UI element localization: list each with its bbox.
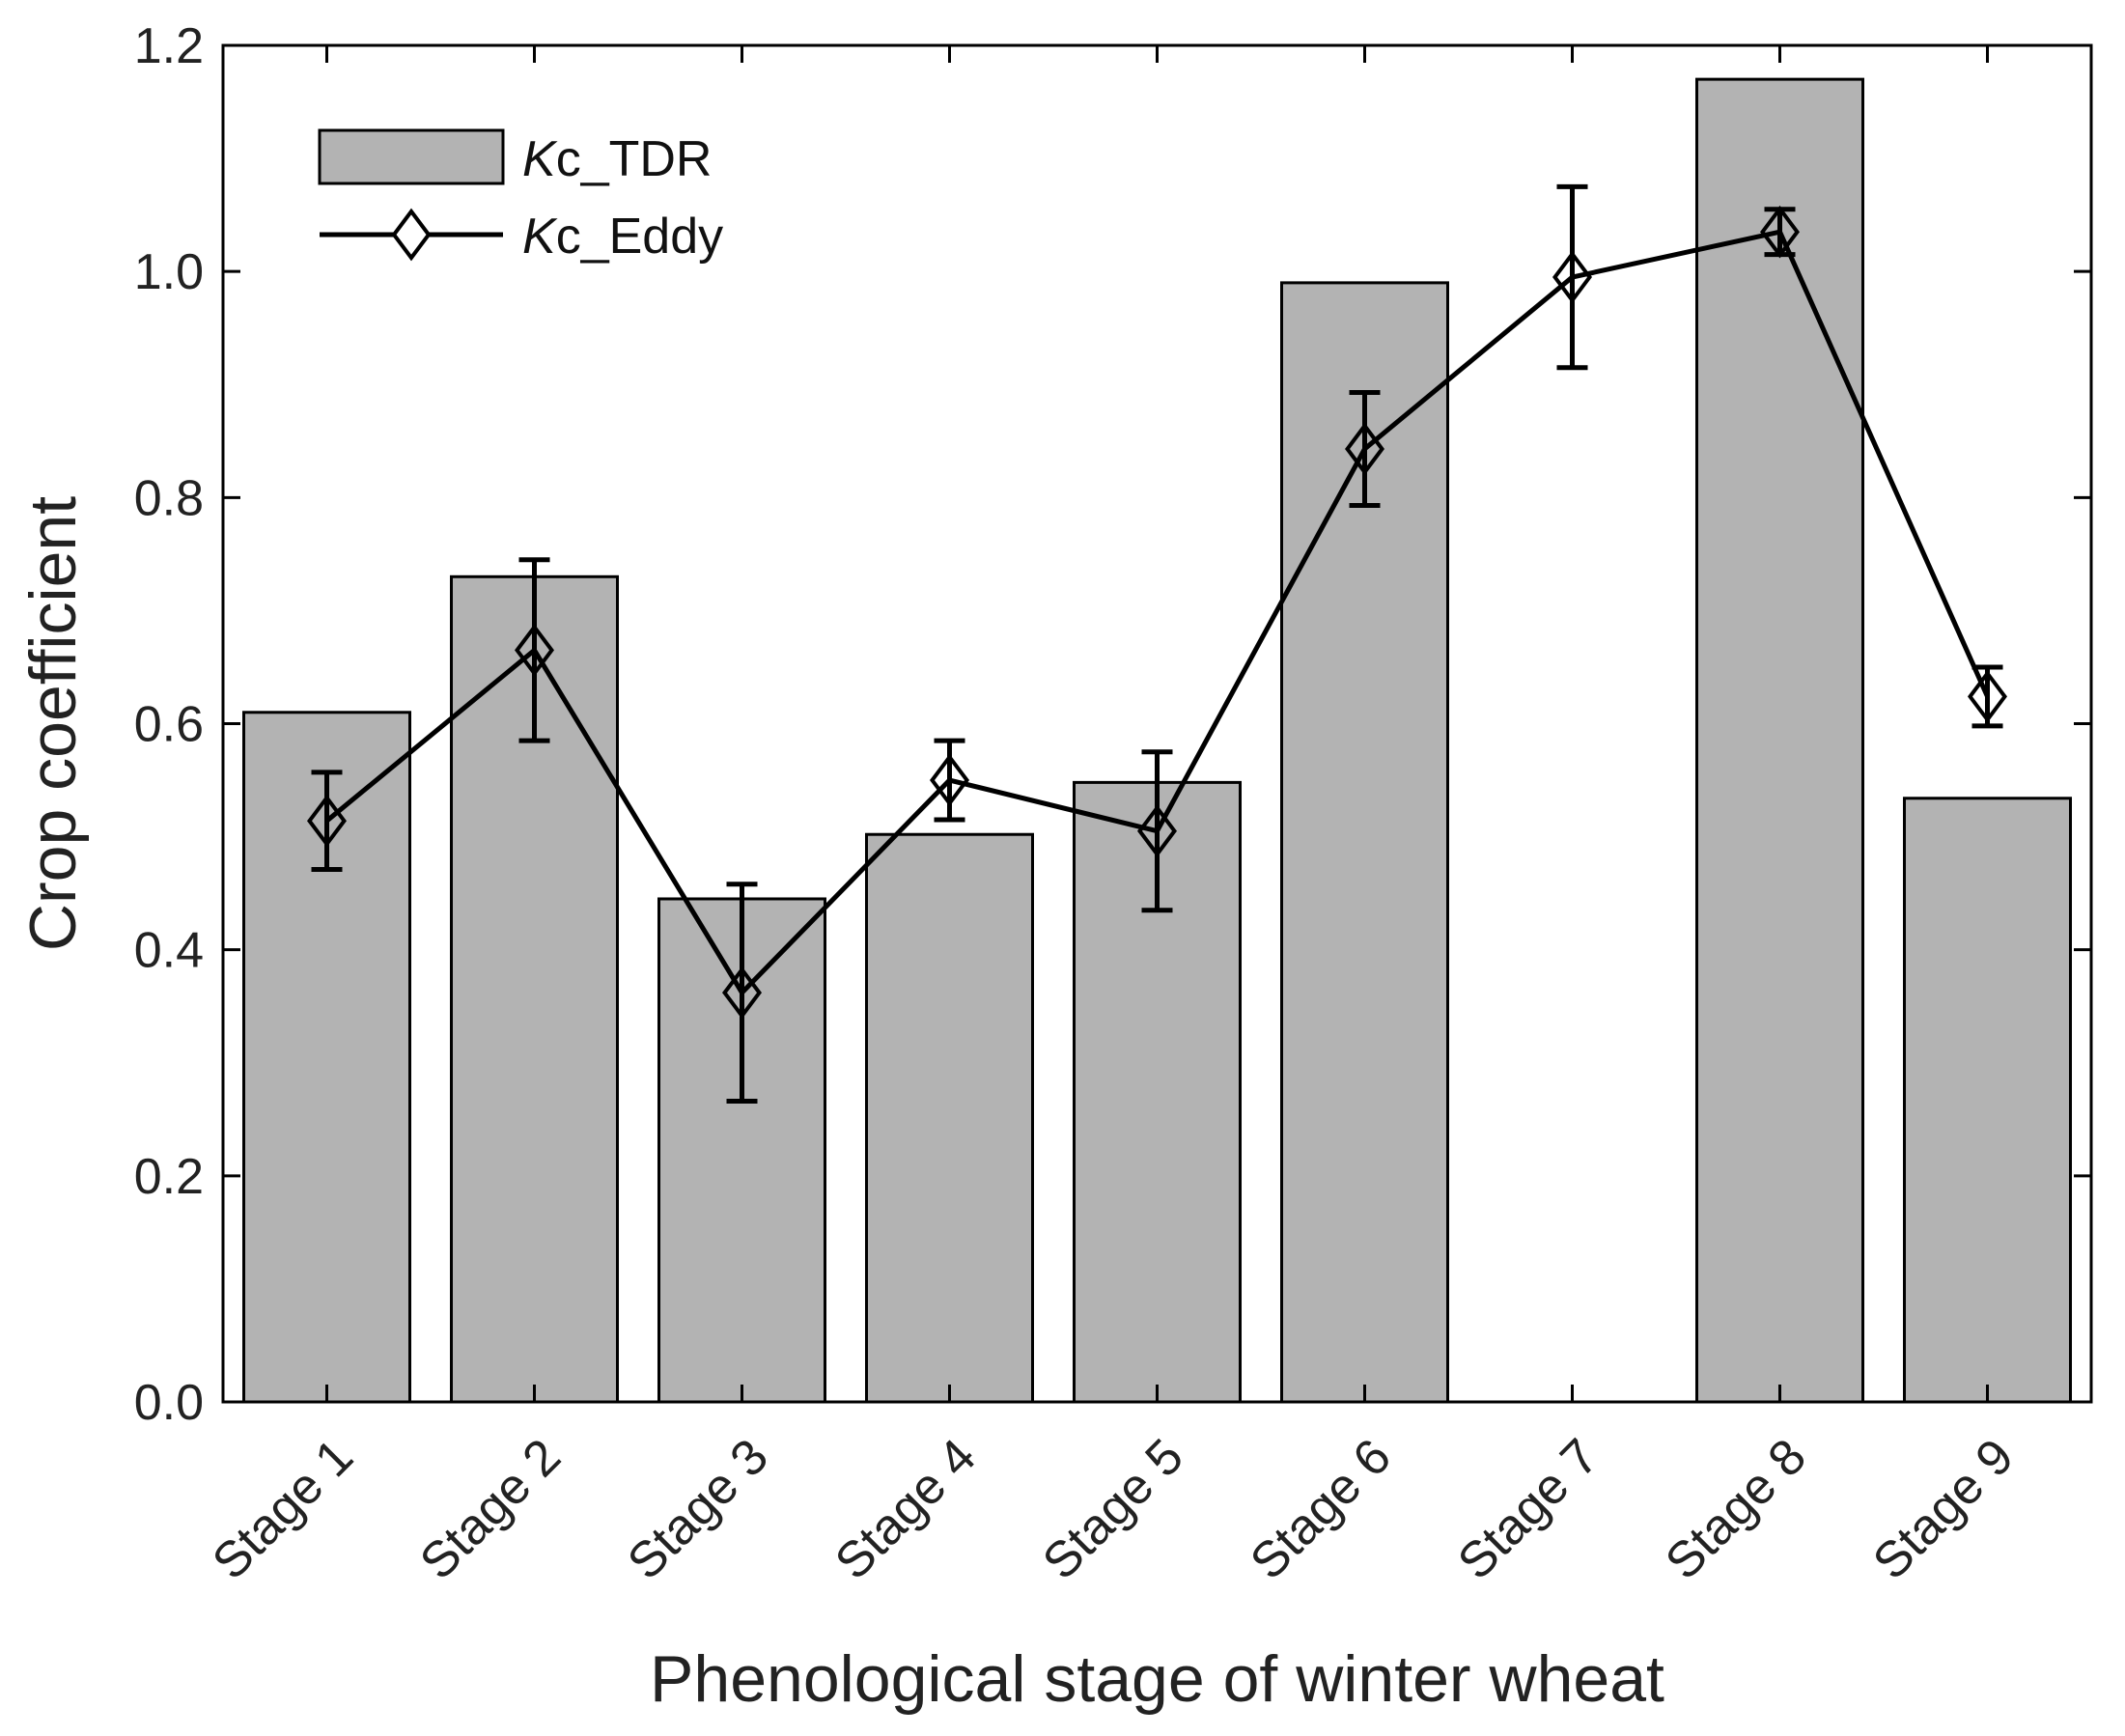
bar-stage-4 <box>865 832 1034 1404</box>
line-series <box>307 183 2007 1105</box>
y-tick-label: 0.4 <box>134 923 204 979</box>
legend-label-kc-tdr-italic: K <box>522 131 558 187</box>
x-tick-label: Stage 4 <box>825 1428 987 1590</box>
y-tick-label: 0.0 <box>134 1375 204 1431</box>
bar-stage-9 <box>1903 797 2072 1404</box>
legend-marker-kc-eddy <box>391 208 432 262</box>
legend-label-kc-eddy: Kc_Eddy <box>522 209 723 265</box>
x-tick-label: Stage 1 <box>202 1428 364 1590</box>
x-axis-title: Phenological stage of winter wheat <box>650 1642 1664 1716</box>
legend-label-kc-tdr: Kc_TDR <box>522 131 712 187</box>
y-tick-label: 1.0 <box>134 244 204 300</box>
legend-swatch-kc-tdr <box>318 128 505 185</box>
x-tick-label: Stage 6 <box>1240 1428 1402 1590</box>
x-tick-label: Stage 7 <box>1447 1428 1609 1590</box>
marker-kc-eddy-stage-2 <box>515 624 554 677</box>
y-axis-title: Crop coefficient <box>16 496 90 951</box>
legend-label-kc-eddy-rest: c_Eddy <box>556 209 723 265</box>
marker-kc-eddy-stage-3 <box>722 966 762 1020</box>
legend-label-kc-tdr-rest: c_TDR <box>556 131 713 187</box>
y-tick-label: 0.6 <box>134 697 204 753</box>
marker-kc-eddy-stage-4 <box>930 753 969 807</box>
marker-kc-eddy-stage-9 <box>1968 670 2007 723</box>
marker-kc-eddy-stage-6 <box>1345 422 1384 476</box>
bar-series <box>242 77 2072 1404</box>
legend-label-kc-eddy-italic: K <box>522 209 558 265</box>
y-tick-label: 1.2 <box>134 18 204 74</box>
marker-kc-eddy-stage-7 <box>1552 250 1592 304</box>
legend: Kc_TDR Kc_Eddy <box>318 128 723 265</box>
x-tick-label: Stage 9 <box>1862 1428 2025 1590</box>
y-tick-label: 0.8 <box>134 470 204 526</box>
x-tick-label: Stage 3 <box>617 1428 779 1590</box>
marker-kc-eddy-stage-1 <box>307 794 347 848</box>
x-tick-label: Stage 5 <box>1032 1428 1194 1590</box>
x-tick-label: Stage 8 <box>1655 1428 1817 1590</box>
bar-stage-8 <box>1695 77 1864 1404</box>
y-tick-label: 0.2 <box>134 1149 204 1205</box>
marker-kc-eddy-stage-5 <box>1137 804 1177 858</box>
marker-kc-eddy-stage-8 <box>1760 205 1800 259</box>
x-tick-label: Stage 2 <box>409 1428 572 1590</box>
